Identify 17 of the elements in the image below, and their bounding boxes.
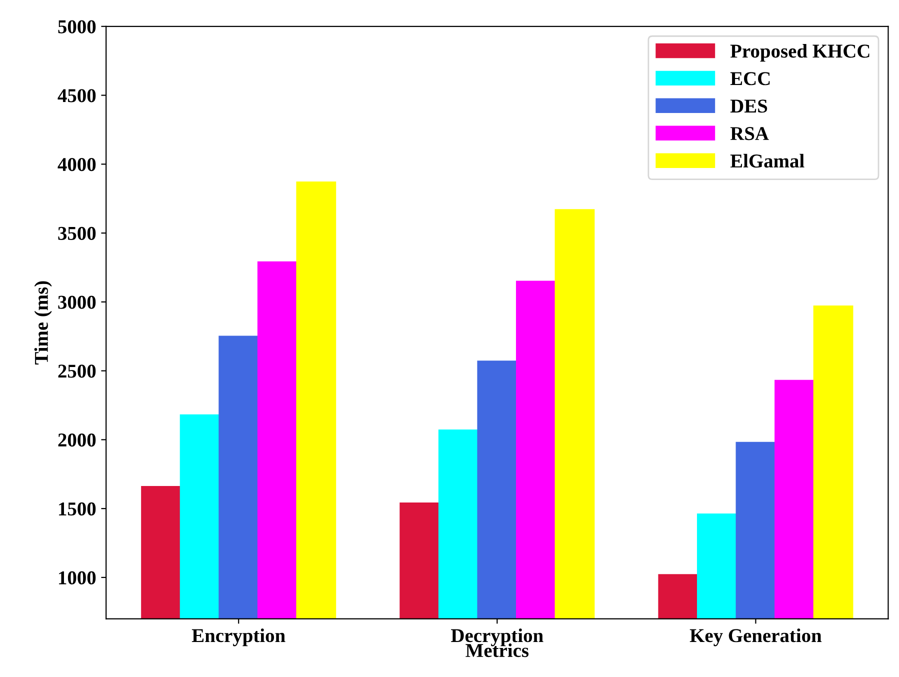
y-tick-label: 5000: [58, 20, 96, 34]
x-tick-label: Encryption: [192, 628, 286, 646]
y-tick-label: 4500: [58, 89, 96, 102]
y-tick-label: 2500: [58, 364, 96, 378]
y-axis-title: Time (ms): [34, 281, 52, 365]
x-tick-label: Key Generation: [690, 628, 822, 646]
y-tick-label: 3000: [58, 296, 96, 309]
y-tick-label: 1000: [59, 571, 96, 584]
legend-label: DES: [730, 100, 768, 113]
y-tick-label: 2000: [58, 434, 96, 447]
y-tick-label: 4000: [58, 158, 96, 172]
legend-label: Proposed KHCC: [730, 44, 870, 62]
legend-label: ElGamal: [730, 154, 804, 168]
y-tick-label: 1500: [59, 502, 96, 516]
legend-label: RSA: [730, 127, 769, 140]
y-tick-label: 3500: [58, 226, 96, 240]
legend-label: ECC: [730, 72, 770, 86]
